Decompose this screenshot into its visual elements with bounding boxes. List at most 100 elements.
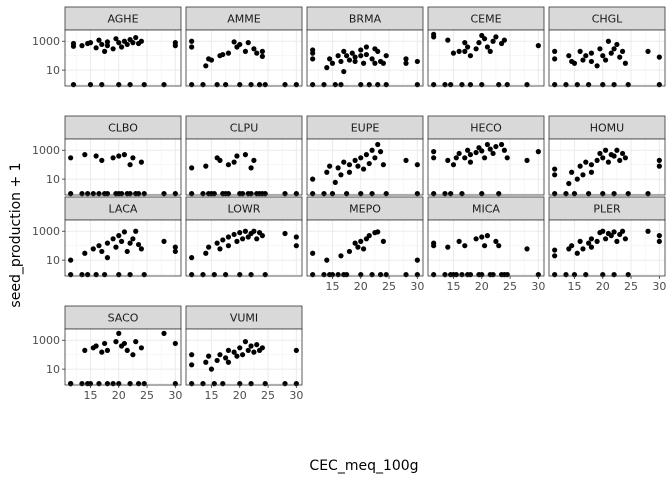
facet-panel-vumi: VUMI 15 20 25 30 [185, 305, 303, 402]
data-point [231, 231, 237, 238]
data-point [450, 50, 457, 56]
data-point [259, 48, 265, 54]
data-point [68, 257, 74, 263]
data-point [352, 58, 358, 65]
data-point [138, 246, 144, 252]
data-point [211, 191, 217, 197]
data-point [259, 233, 265, 239]
data-point [248, 165, 254, 171]
data-point [116, 153, 122, 159]
data-point [380, 60, 386, 66]
data-point [110, 381, 116, 387]
data-point [102, 340, 108, 347]
facet-panel-eupe: EUPE [306, 115, 424, 197]
data-point [116, 272, 122, 278]
data-point [324, 257, 330, 263]
data-point [214, 82, 220, 88]
strip-label: PLER [593, 203, 621, 216]
data-point [369, 147, 375, 153]
facet-panel-ceme: CEME [427, 6, 545, 88]
data-point [90, 191, 96, 197]
panel-background [65, 30, 181, 86]
data-point [99, 41, 105, 48]
y-tick-label: 10 [46, 173, 60, 186]
data-point [484, 141, 491, 148]
data-point [104, 39, 111, 45]
data-point [68, 155, 74, 161]
data-point [200, 381, 206, 387]
data-point [79, 381, 85, 387]
data-point [248, 381, 254, 387]
data-point [293, 243, 299, 249]
data-point [130, 236, 136, 242]
data-point [552, 48, 558, 54]
data-point [431, 149, 437, 155]
data-point [282, 82, 288, 88]
x-tick-label: 30 [289, 389, 303, 402]
x-tick-label: 20 [475, 280, 489, 293]
data-point [130, 155, 136, 161]
data-point [456, 150, 462, 157]
panel-border [548, 219, 666, 277]
data-point [208, 366, 215, 372]
data-point [448, 82, 454, 88]
data-point [189, 381, 195, 387]
data-point [161, 330, 167, 336]
data-point [363, 44, 370, 50]
data-point [619, 48, 626, 54]
data-point [569, 243, 575, 249]
data-point [366, 160, 372, 167]
data-point [96, 37, 102, 43]
x-tick-label: 25 [503, 280, 517, 293]
x-tick-label: 30 [652, 280, 666, 293]
data-point [355, 244, 361, 250]
y-tick-label: 10 [46, 254, 60, 267]
x-tick-label: 30 [531, 280, 545, 293]
data-point [552, 82, 558, 88]
x-tick-label: 15 [567, 280, 581, 293]
panel-background [186, 30, 302, 86]
data-point [242, 48, 249, 54]
data-point [237, 230, 243, 236]
data-point [414, 191, 420, 197]
data-point [414, 162, 420, 168]
data-point [203, 63, 209, 69]
data-point [225, 234, 232, 240]
data-point [608, 233, 614, 239]
data-point [467, 272, 474, 278]
data-point [501, 147, 507, 153]
data-point [217, 246, 223, 252]
data-point [310, 56, 316, 62]
data-point [138, 159, 144, 165]
data-point [442, 272, 448, 278]
data-point [625, 191, 631, 197]
data-point [586, 191, 592, 197]
data-point [602, 57, 609, 63]
data-point [118, 238, 125, 244]
x-tick-label: 15 [204, 389, 218, 402]
data-point [310, 272, 316, 278]
data-point [594, 63, 600, 69]
data-point [200, 82, 206, 88]
data-point [481, 155, 488, 161]
data-point [414, 257, 420, 263]
strip-label: AMME [227, 13, 261, 26]
facet-panel-brma: BRMA [306, 6, 424, 88]
data-point [431, 82, 437, 88]
data-point [487, 48, 493, 54]
panel-background [186, 329, 302, 385]
facet-panel-pler: PLER 15 20 25 30 [548, 196, 666, 293]
data-point [403, 60, 409, 66]
data-point [605, 38, 612, 44]
data-point [645, 228, 651, 234]
data-point [293, 234, 299, 240]
data-point [234, 353, 240, 359]
data-point [563, 191, 569, 197]
data-point [200, 272, 206, 278]
data-point [321, 82, 327, 88]
data-point [459, 191, 465, 197]
data-point [473, 46, 479, 52]
data-point [481, 243, 488, 249]
data-point [656, 157, 662, 163]
data-point [484, 233, 491, 239]
